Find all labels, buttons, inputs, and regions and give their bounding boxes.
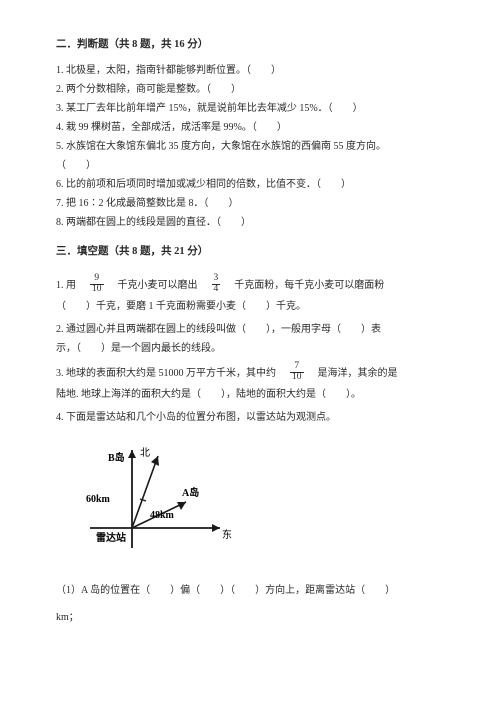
label-b-dist: 60km [86, 494, 111, 505]
frac-den: 10 [290, 372, 304, 383]
s2-q3: 3. 某工厂去年比前年增产 15%，就是说前年比去年减少 15%．（ ） [56, 100, 450, 117]
label-a-island: A岛 [182, 486, 199, 499]
label-a-dist: 48km [150, 510, 175, 521]
section-3-header: 三．填空题（共 8 题，共 21 分） [56, 243, 450, 261]
s2-q1: 1. 北极星，太阳，指南针都能够判断位置。（ ） [56, 62, 450, 79]
s3-q3-p1b: 是海洋，其余的是 [318, 368, 398, 379]
fraction-3-4: 3 4 [212, 274, 221, 295]
label-east: 东 [222, 528, 232, 541]
s3-q4-line1: 4. 下面是雷达站和几个小岛的位置分布图，以雷达站为观测点。 [56, 409, 450, 426]
radar-diagram-svg: B岛 北 60km A岛 48km 雷达站 东 [70, 440, 240, 560]
s2-q8: 8. 两端都在圆上的线段是圆的直径．（ ） [56, 214, 450, 231]
s2-q7: 7. 把 16∶2 化成最简整数比是 8．（ ） [56, 195, 450, 212]
s2-q5-line1: 5. 水族馆在大象馆东偏北 35 度方向，大象馆在水族馆的西偏南 55 度方向。 [56, 138, 450, 155]
s3-q2-line2: 示，（ ）是一个圆内最长的线段。 [56, 340, 450, 357]
section-2-body: 1. 北极星，太阳，指南针都能够判断位置。（ ） 2. 两个分数相除，商可能是整… [56, 62, 450, 231]
fraction-7-10: 7 10 [290, 362, 304, 383]
section-2-header: 二．判断题（共 8 题，共 16 分） [56, 36, 450, 54]
s3-q1-line2: （ ）千克，要磨 1 千克面粉需要小麦（ ）千克。 [56, 298, 450, 315]
s3-q2-line1: 2. 通过圆心并且两端都在圆上的线段叫做（ ），一般用字母（ ）表 [56, 321, 450, 338]
s3-q4-sub1: （1）A 岛的位置在（ ）偏（ ）（ ）方向上，距离雷达站（ ） [56, 582, 450, 599]
s3-q1-p1b: 千克小麦可以磨出 [118, 280, 198, 291]
frac-den: 10 [90, 284, 104, 295]
s2-q2: 2. 两个分数相除，商可能是整数。（ ） [56, 81, 450, 98]
radar-figure: B岛 北 60km A岛 48km 雷达站 东 [70, 440, 450, 560]
frac-den: 4 [212, 284, 221, 295]
frac-num: 9 [90, 274, 104, 284]
label-b-island: B岛 [108, 451, 125, 464]
frac-num: 7 [290, 362, 304, 372]
frac-num: 3 [212, 274, 221, 284]
s2-q4: 4. 栽 99 棵树苗，全部成活，成活率是 99%。（ ） [56, 119, 450, 136]
fraction-9-10: 9 10 [90, 274, 104, 295]
s3-q1-p1c: 千克面粉，每千克小麦可以磨面粉 [234, 280, 384, 291]
s3-q4-km: km； [56, 609, 450, 626]
s2-q5-line2: （ ） [56, 157, 450, 174]
s3-q3-line1: 3. 地球的表面积大约是 51000 万平方千米，其中约 7 10 是海洋，其余… [56, 363, 450, 384]
s3-q1-line1: 1. 用 9 10 千克小麦可以磨出 3 4 千克面粉，每千克小麦可以磨面粉 [56, 275, 450, 296]
s3-q3-p1a: 3. 地球的表面积大约是 51000 万平方千米，其中约 [56, 368, 276, 379]
label-radar: 雷达站 [96, 531, 126, 544]
s2-q6: 6. 比的前项和后项同时增加或减少相同的倍数，比值不变．（ ） [56, 176, 450, 193]
s3-q1-p1a: 1. 用 [56, 280, 76, 291]
label-north: 北 [140, 447, 150, 459]
s3-q3-line2: 陆地. 地球上海洋的面积大约是（ ），陆地的面积大约是（ ）。 [56, 386, 450, 403]
